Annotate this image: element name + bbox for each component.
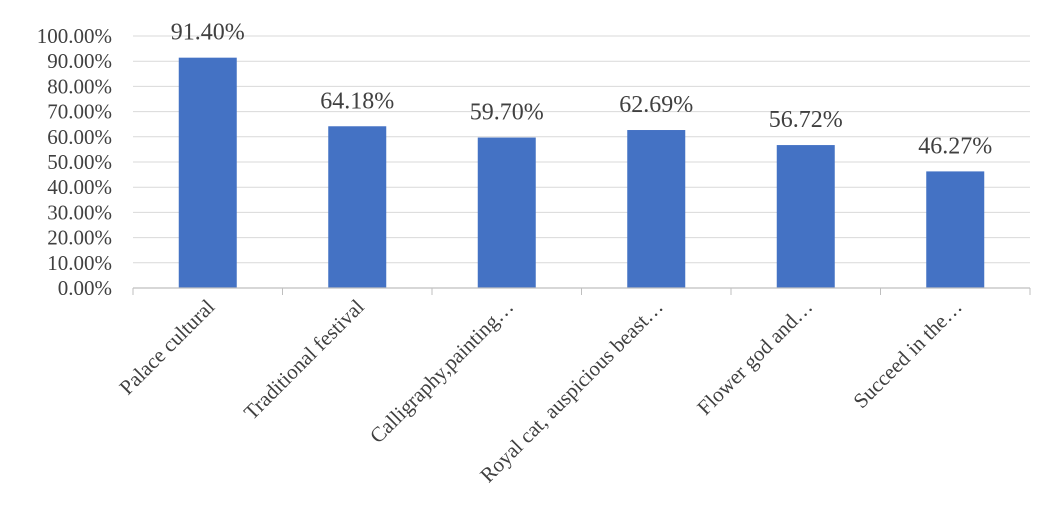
data-label: 62.69%: [619, 92, 693, 118]
y-tick-label: 0.00%: [58, 276, 112, 300]
y-tick-label: 10.00%: [47, 251, 112, 275]
bar: [178, 57, 237, 289]
gridlines: [133, 35, 1030, 264]
bars: [178, 57, 985, 289]
x-category-label: Succeed in the…: [848, 295, 966, 413]
x-category-label: Flower god and…: [692, 295, 817, 420]
x-axis: [132, 287, 1031, 295]
x-category-label: Calligraphy,painting…: [365, 295, 518, 448]
y-tick-label: 80.00%: [47, 74, 112, 98]
y-axis-tick-labels: 0.00%10.00%20.00%30.00%40.00%50.00%60.00…: [37, 24, 112, 300]
y-tick-label: 90.00%: [47, 49, 112, 73]
y-tick-label: 60.00%: [47, 125, 112, 149]
data-labels: 91.40% 64.18% 59.70% 62.69% 56.72% 46.27%: [171, 20, 993, 160]
bar: [627, 130, 686, 288]
y-tick-label: 30.00%: [47, 200, 112, 224]
data-label: 64.18%: [320, 88, 394, 114]
x-category-label: Palace cultural: [115, 294, 220, 399]
y-tick-label: 70.00%: [47, 100, 112, 124]
y-tick-label: 100.00%: [37, 24, 112, 48]
y-tick-label: 50.00%: [47, 150, 112, 174]
x-axis-category-labels: Palace cultural Traditional festivalCalli…: [115, 294, 967, 487]
bar: [926, 171, 985, 288]
data-label: 46.27%: [918, 133, 992, 159]
y-tick-label: 40.00%: [47, 175, 112, 199]
data-label: 91.40%: [171, 20, 245, 46]
data-label: 59.70%: [470, 100, 544, 126]
data-label: 56.72%: [769, 107, 843, 133]
bar: [477, 137, 536, 288]
y-tick-label: 20.00%: [47, 226, 112, 250]
bar: [776, 145, 835, 288]
bar: [328, 126, 387, 288]
x-category-label: Traditional festival: [239, 294, 369, 424]
